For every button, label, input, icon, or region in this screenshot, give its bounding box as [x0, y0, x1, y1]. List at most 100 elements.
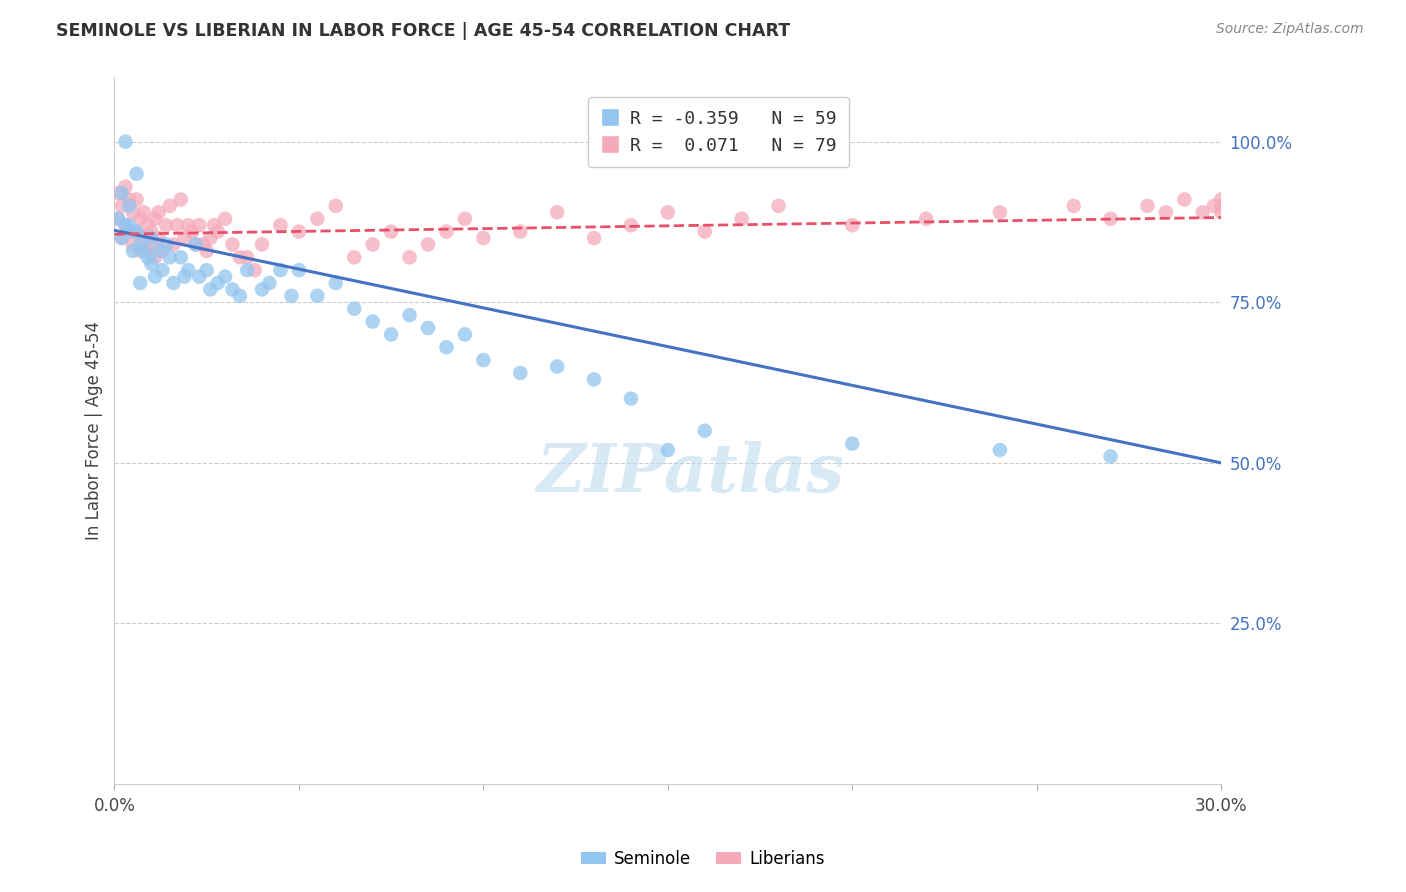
Y-axis label: In Labor Force | Age 45-54: In Labor Force | Age 45-54: [86, 321, 103, 541]
Point: [132, 205, 155, 219]
Point: [132, 244, 155, 258]
Point: [107, 186, 129, 200]
Point: [307, 289, 329, 303]
Point: [269, 218, 291, 232]
Point: [657, 205, 679, 219]
Point: [436, 225, 458, 239]
Point: [118, 218, 141, 232]
Point: [118, 225, 141, 239]
Point: [148, 205, 170, 219]
Point: [546, 359, 568, 374]
Point: [125, 167, 148, 181]
Point: [162, 276, 184, 290]
Point: [132, 231, 155, 245]
Point: [143, 250, 166, 264]
Point: [398, 308, 420, 322]
Point: [141, 231, 163, 245]
Point: [111, 199, 134, 213]
Point: [111, 231, 134, 245]
Point: [841, 436, 863, 450]
Point: [148, 231, 170, 245]
Point: [141, 237, 163, 252]
Point: [121, 225, 143, 239]
Point: [129, 244, 152, 258]
Point: [150, 263, 173, 277]
Point: [1191, 205, 1213, 219]
Point: [1099, 211, 1122, 226]
Point: [509, 366, 531, 380]
Point: [121, 237, 143, 252]
Point: [195, 263, 218, 277]
Point: [150, 244, 173, 258]
Point: [143, 211, 166, 226]
Point: [191, 237, 214, 252]
Point: [136, 250, 159, 264]
Point: [177, 218, 200, 232]
Point: [173, 269, 195, 284]
Point: [288, 263, 311, 277]
Point: [221, 282, 243, 296]
Point: [343, 250, 366, 264]
Point: [143, 269, 166, 284]
Point: [546, 205, 568, 219]
Point: [693, 424, 716, 438]
Point: [184, 237, 207, 252]
Point: [177, 263, 200, 277]
Point: [200, 282, 222, 296]
Point: [125, 225, 148, 239]
Point: [121, 205, 143, 219]
Point: [202, 218, 225, 232]
Point: [173, 231, 195, 245]
Point: [361, 314, 384, 328]
Point: [129, 211, 152, 226]
Point: [280, 289, 302, 303]
Point: [188, 218, 211, 232]
Point: [111, 231, 134, 245]
Point: [236, 263, 259, 277]
Point: [125, 225, 148, 239]
Point: [118, 199, 141, 213]
Point: [155, 218, 177, 232]
Point: [988, 443, 1011, 458]
Point: [170, 250, 193, 264]
Point: [221, 237, 243, 252]
Point: [107, 211, 129, 226]
Point: [1136, 199, 1159, 213]
Point: [114, 218, 136, 232]
Point: [325, 276, 347, 290]
Point: [141, 225, 163, 239]
Point: [380, 225, 402, 239]
Point: [114, 179, 136, 194]
Point: [259, 276, 281, 290]
Point: [107, 211, 129, 226]
Point: [170, 193, 193, 207]
Point: [195, 244, 218, 258]
Point: [1202, 199, 1225, 213]
Point: [343, 301, 366, 316]
Point: [236, 250, 259, 264]
Point: [620, 392, 643, 406]
Text: Source: ZipAtlas.com: Source: ZipAtlas.com: [1216, 22, 1364, 37]
Text: ZIPatlas: ZIPatlas: [536, 441, 844, 506]
Point: [250, 237, 273, 252]
Point: [361, 237, 384, 252]
Point: [436, 340, 458, 354]
Point: [1173, 193, 1195, 207]
Point: [1211, 193, 1233, 207]
Point: [159, 250, 181, 264]
Point: [472, 353, 495, 368]
Point: [121, 244, 143, 258]
Point: [159, 199, 181, 213]
Point: [472, 231, 495, 245]
Point: [229, 289, 252, 303]
Point: [1211, 199, 1233, 213]
Text: SEMINOLE VS LIBERIAN IN LABOR FORCE | AGE 45-54 CORRELATION CHART: SEMINOLE VS LIBERIAN IN LABOR FORCE | AG…: [56, 22, 790, 40]
Point: [136, 218, 159, 232]
Point: [841, 218, 863, 232]
Point: [1211, 205, 1233, 219]
Point: [243, 263, 266, 277]
Point: [768, 199, 790, 213]
Point: [269, 263, 291, 277]
Legend: R = -0.359   N = 59, R =  0.071   N = 79: R = -0.359 N = 59, R = 0.071 N = 79: [588, 97, 849, 168]
Point: [915, 211, 938, 226]
